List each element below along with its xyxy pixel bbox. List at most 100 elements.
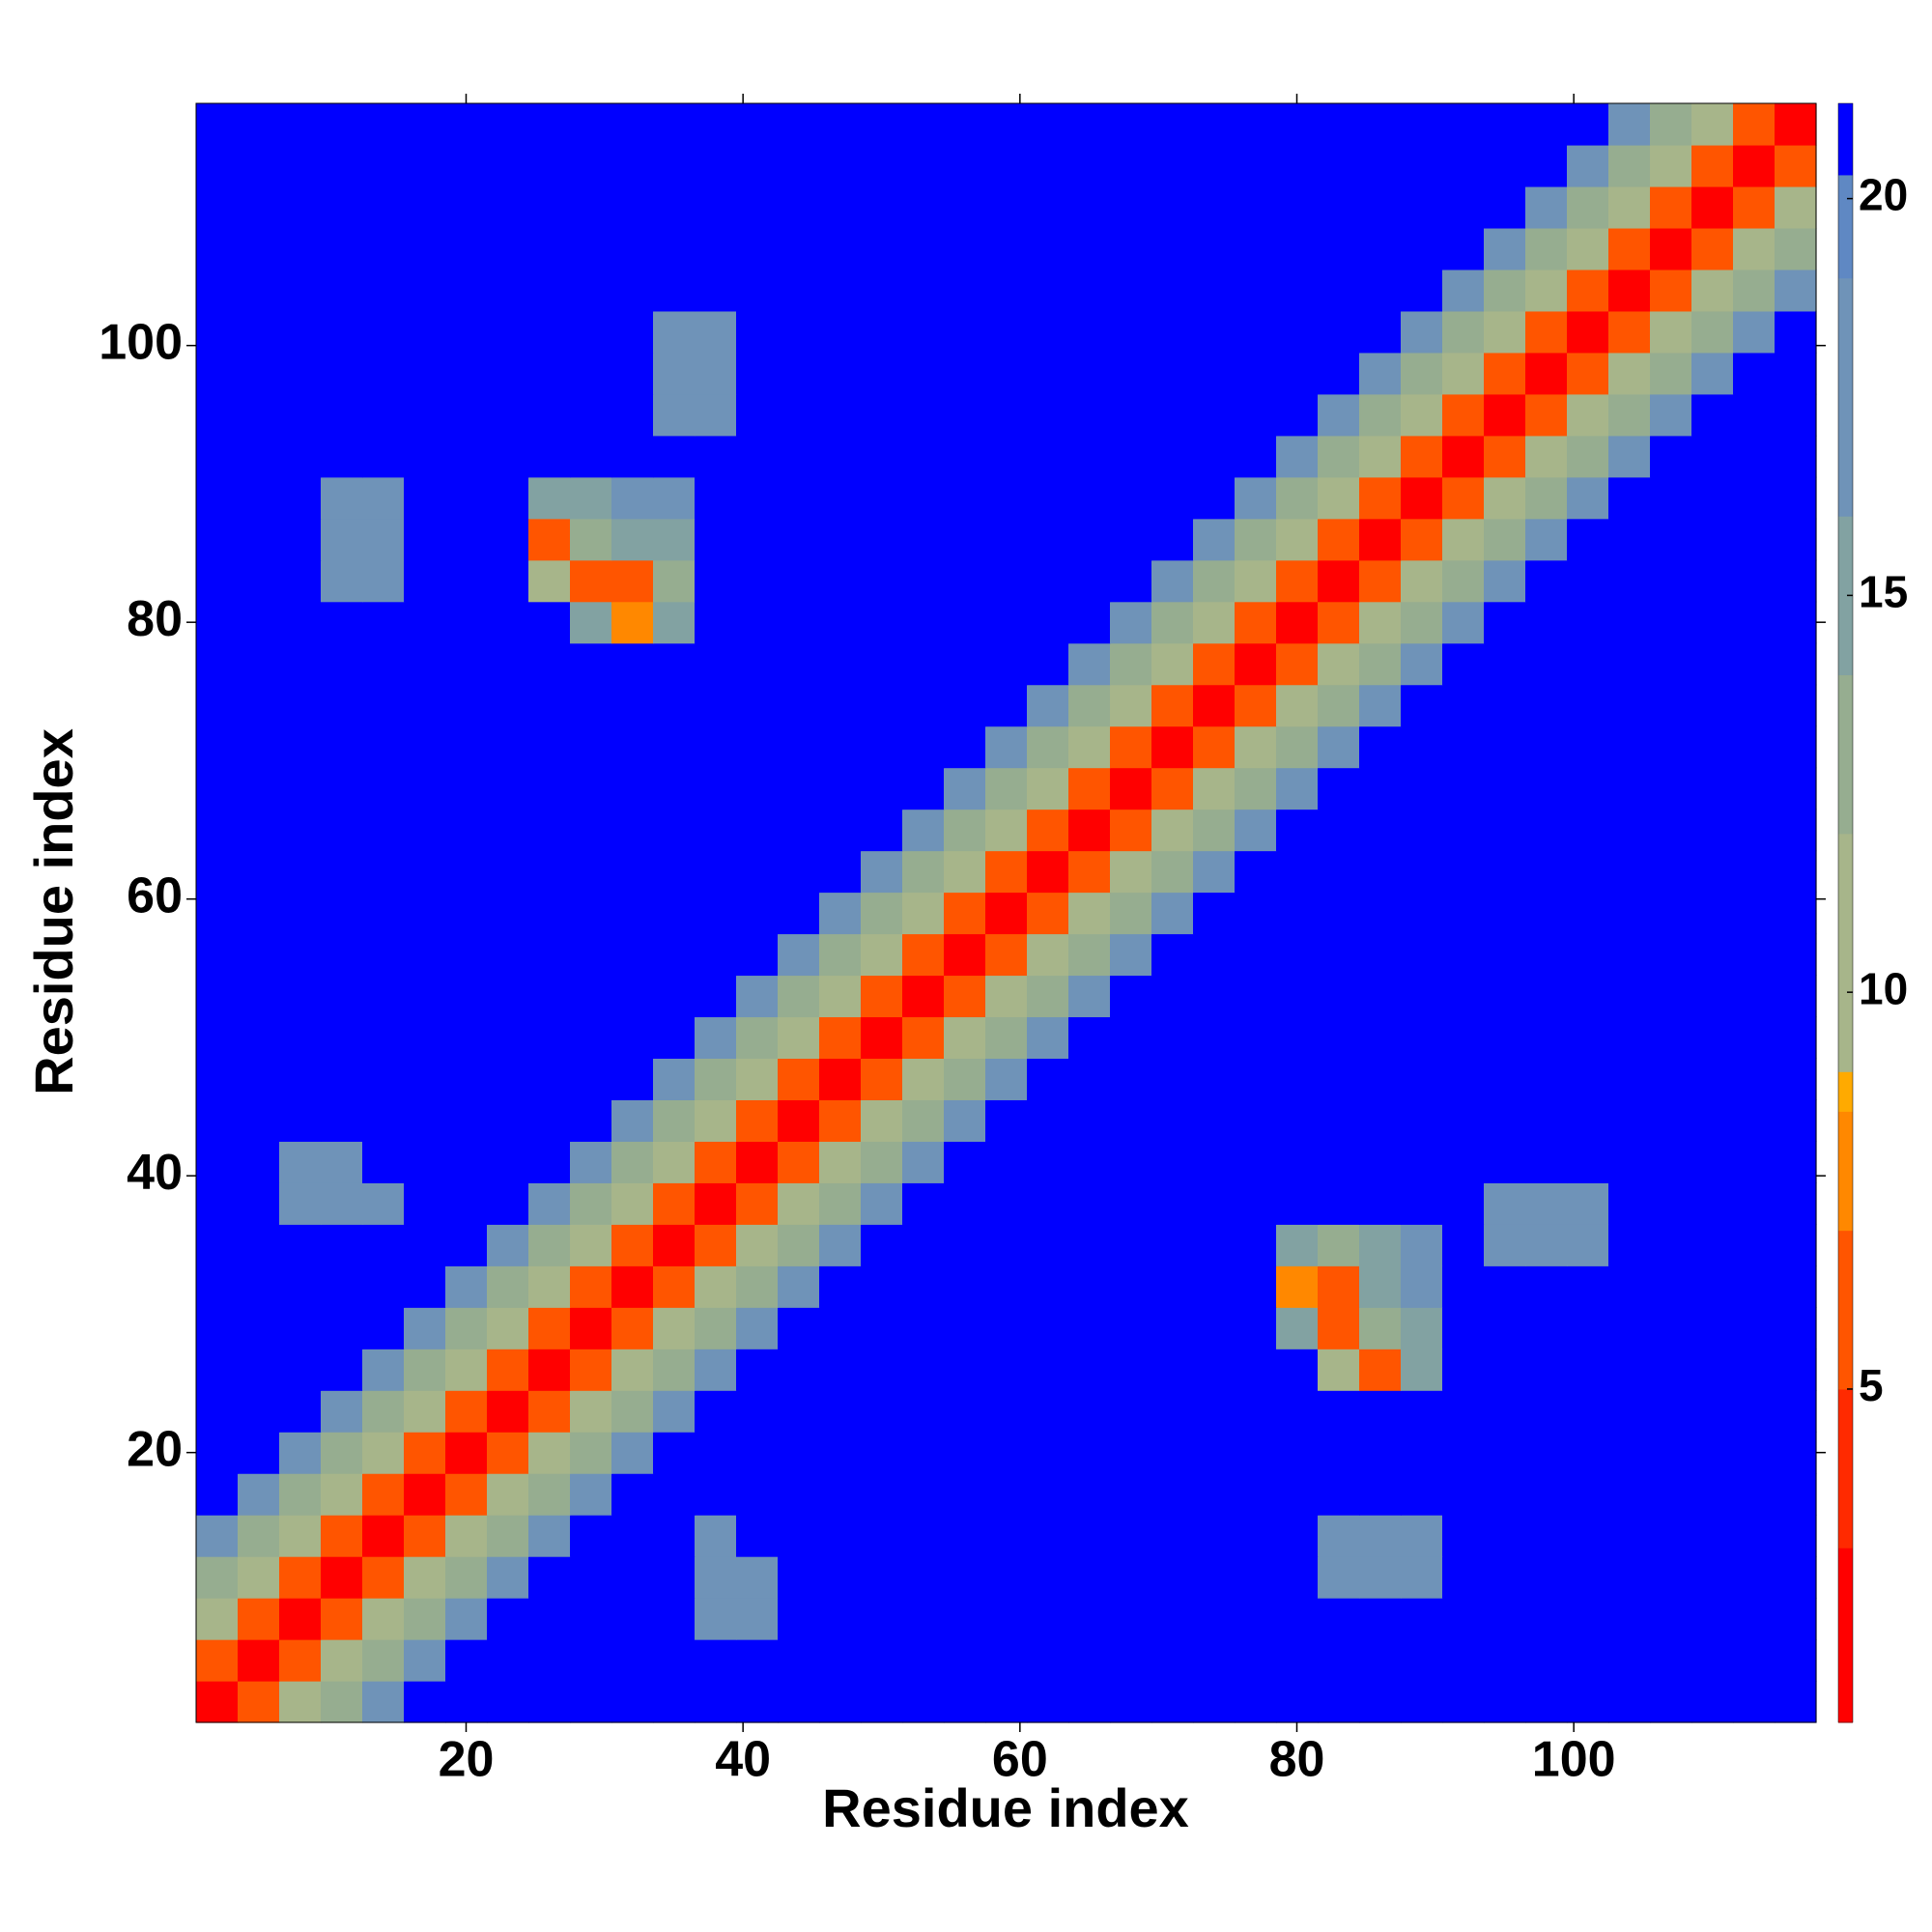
heatmap-cell <box>238 185 280 229</box>
heatmap-cell <box>1027 310 1069 354</box>
heatmap-cell <box>944 725 986 769</box>
plot-frame <box>195 102 1817 1723</box>
heatmap-cell <box>1276 1639 1319 1682</box>
heatmap-cell <box>404 1224 446 1266</box>
heatmap-cell <box>570 892 612 935</box>
heatmap-cell <box>778 310 820 354</box>
heatmap-cell <box>1068 1016 1111 1060</box>
heatmap-cell <box>362 601 405 644</box>
heatmap-cell <box>1733 352 1776 395</box>
heatmap-cell <box>985 352 1028 395</box>
heatmap-cell <box>1359 227 1402 270</box>
heatmap-cell <box>362 850 405 894</box>
heatmap-cell <box>445 850 488 894</box>
heatmap-cell <box>1027 1307 1069 1350</box>
heatmap-cell <box>1235 476 1277 520</box>
heatmap-cell <box>819 725 862 769</box>
heatmap-cell <box>1151 1639 1194 1682</box>
heatmap-cell <box>1027 850 1069 894</box>
heatmap-cell <box>1733 1141 1776 1183</box>
heatmap-cell <box>1691 684 1734 727</box>
heatmap-cell <box>1318 310 1360 354</box>
x-tick-label: 100 <box>1532 1732 1616 1788</box>
heatmap-cell <box>445 975 488 1018</box>
heatmap-cell <box>1235 1141 1277 1183</box>
heatmap-cell <box>1110 227 1152 270</box>
heatmap-cell <box>1401 850 1443 894</box>
heatmap-cell <box>736 1224 779 1266</box>
heatmap-cell <box>196 809 239 852</box>
heatmap-cell <box>487 435 529 478</box>
heatmap-cell <box>1235 310 1277 354</box>
heatmap-cell <box>861 1556 903 1599</box>
heatmap-cell <box>1235 269 1277 312</box>
heatmap-cell <box>362 1598 405 1640</box>
heatmap-cell <box>611 1432 654 1474</box>
heatmap-cell <box>1650 1265 1692 1308</box>
heatmap-cell <box>528 601 571 644</box>
heatmap-cell <box>487 1182 529 1225</box>
heatmap-cell <box>1733 559 1776 603</box>
heatmap-cell <box>279 850 322 894</box>
heatmap-cell <box>1442 1016 1485 1060</box>
heatmap-cell <box>819 1681 862 1723</box>
heatmap-cell <box>1650 1307 1692 1350</box>
heatmap-cell <box>653 642 696 686</box>
heatmap-cell <box>1608 684 1651 727</box>
heatmap-cell <box>653 518 696 561</box>
heatmap-cell <box>1567 1432 1609 1474</box>
heatmap-cell <box>902 1099 945 1142</box>
heatmap-cell <box>1193 1349 1236 1391</box>
heatmap-cell <box>1401 767 1443 810</box>
heatmap-cell <box>1110 559 1152 603</box>
heatmap-cell <box>1027 1016 1069 1060</box>
heatmap-cell <box>404 1639 446 1682</box>
heatmap-cell <box>1276 103 1319 146</box>
heatmap-cell <box>1484 809 1526 852</box>
heatmap-cell <box>1318 476 1360 520</box>
heatmap-cell <box>1276 310 1319 354</box>
heatmap-cell <box>1068 185 1111 229</box>
heatmap-cell <box>570 227 612 270</box>
heatmap-cell <box>611 933 654 977</box>
heatmap-cell <box>321 310 363 354</box>
heatmap-cell <box>362 103 405 146</box>
heatmap-cell <box>570 1515 612 1557</box>
heatmap-cell <box>570 559 612 603</box>
heatmap-cell <box>1650 850 1692 894</box>
heatmap-cell <box>528 684 571 727</box>
heatmap-cell <box>861 767 903 810</box>
heatmap-cell <box>238 269 280 312</box>
heatmap-cell <box>1775 975 1817 1018</box>
heatmap-cell <box>1318 1515 1360 1557</box>
heatmap-cell <box>736 1598 779 1640</box>
heatmap-cell <box>1691 933 1734 977</box>
heatmap-cell <box>321 1473 363 1516</box>
heatmap-cell <box>487 1058 529 1100</box>
heatmap-cell <box>1650 725 1692 769</box>
heatmap-cell <box>861 559 903 603</box>
heatmap-cell <box>1151 601 1194 644</box>
heatmap-cell <box>528 809 571 852</box>
heatmap-cell <box>611 476 654 520</box>
heatmap-cell <box>196 352 239 395</box>
heatmap-cell <box>238 103 280 146</box>
heatmap-cell <box>279 1473 322 1516</box>
heatmap-cell <box>1733 601 1776 644</box>
heatmap-cell <box>362 559 405 603</box>
heatmap-cell <box>1068 1307 1111 1350</box>
heatmap-cell <box>279 144 322 187</box>
heatmap-cell <box>1068 975 1111 1018</box>
heatmap-cell <box>1027 1598 1069 1640</box>
heatmap-cell <box>196 1681 239 1723</box>
heatmap-cell <box>321 642 363 686</box>
heatmap-cell <box>362 1639 405 1682</box>
heatmap-cell <box>819 1432 862 1474</box>
heatmap-cell <box>861 1307 903 1350</box>
heatmap-cell <box>1525 393 1568 437</box>
heatmap-cell <box>695 601 737 644</box>
heatmap-cell <box>695 1224 737 1266</box>
heatmap-cell <box>570 1349 612 1391</box>
heatmap-cell <box>487 1681 529 1723</box>
heatmap-cell <box>1608 1639 1651 1682</box>
